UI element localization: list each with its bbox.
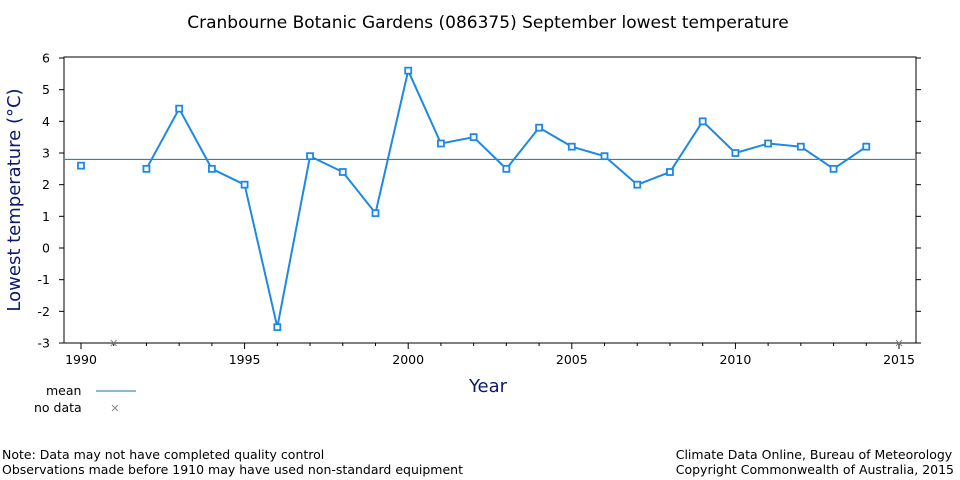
- data-point: [338, 168, 347, 176]
- data-point: [829, 164, 838, 173]
- data-point: [437, 139, 445, 148]
- no-data-marker: [110, 339, 118, 347]
- y-tick-label: 5: [42, 82, 50, 97]
- data-point: [862, 142, 871, 151]
- data-point: [698, 117, 707, 126]
- x-tick-label: 2010: [719, 352, 751, 367]
- no-data-marker: [895, 339, 903, 347]
- data-point: [273, 323, 282, 332]
- data-point: [731, 149, 740, 157]
- series-layer: [77, 66, 871, 332]
- x-axis-label: Year: [468, 376, 508, 397]
- note-right-line2: Copyright Commonwealth of Australia, 201…: [675, 462, 954, 477]
- data-point: [567, 142, 576, 151]
- x-tick-label: 1995: [229, 352, 261, 367]
- y-tick-label: -2: [38, 304, 50, 319]
- y-tick-label: 3: [42, 146, 50, 161]
- y-tick-label: 4: [42, 114, 50, 129]
- chart-title: Cranbourne Botanic Gardens (086375) Sept…: [187, 13, 789, 33]
- data-point: [502, 164, 511, 173]
- note-left: Note: Data may not have completed qualit…: [2, 447, 463, 477]
- note-right-line1: Climate Data Online, Bureau of Meteorolo…: [675, 447, 953, 462]
- y-tick-label: 0: [42, 241, 50, 256]
- legend-mean-label: mean: [46, 383, 81, 398]
- data-point: [535, 123, 543, 132]
- note-left-line2: Observations made before 1910 may have u…: [2, 462, 463, 477]
- data-point: [207, 164, 216, 173]
- y-tick-label: -1: [38, 272, 50, 287]
- data-point: [666, 168, 674, 176]
- data-point: [142, 164, 151, 173]
- y-tick-label: -3: [38, 336, 50, 351]
- y-tick-label: 6: [42, 51, 50, 66]
- y-axis: -3 -2 -1 0 1 2 3 4 5 6: [38, 51, 921, 351]
- legend-nodata-label: no data: [34, 400, 82, 415]
- data-point: [764, 139, 773, 148]
- data-point: [796, 142, 805, 151]
- data-point: [77, 161, 85, 170]
- x-tick-label: 2015: [883, 352, 915, 367]
- no-data-stroke: [895, 339, 903, 347]
- x-tick-label: 2005: [556, 352, 588, 367]
- y-axis-label: Lowest temperature (°C): [4, 88, 25, 311]
- note-left-line1: Note: Data may not have completed qualit…: [2, 447, 325, 462]
- data-point: [175, 104, 184, 113]
- plot-area: [63, 56, 917, 344]
- data-point: [469, 133, 478, 142]
- legend: mean no data: [34, 383, 136, 415]
- data-point: [600, 152, 609, 161]
- data-point: [633, 180, 642, 189]
- x-tick-label: 1990: [65, 352, 97, 367]
- x-axis: 1990 1995 2000 2005 2010 2015: [65, 343, 915, 367]
- nodata-layer: [110, 339, 903, 347]
- series-line: [145, 67, 867, 328]
- data-point: [240, 180, 249, 189]
- y-tick-label: 2: [42, 177, 50, 192]
- x-tick-label: 2000: [392, 352, 424, 367]
- data-point: [371, 209, 380, 218]
- no-data-stroke: [110, 339, 118, 347]
- data-point: [306, 152, 314, 161]
- legend-nodata-marker: [111, 404, 119, 412]
- data-point: [404, 66, 413, 75]
- y-tick-label: 1: [42, 209, 50, 224]
- note-right: Climate Data Online, Bureau of Meteorolo…: [676, 447, 954, 477]
